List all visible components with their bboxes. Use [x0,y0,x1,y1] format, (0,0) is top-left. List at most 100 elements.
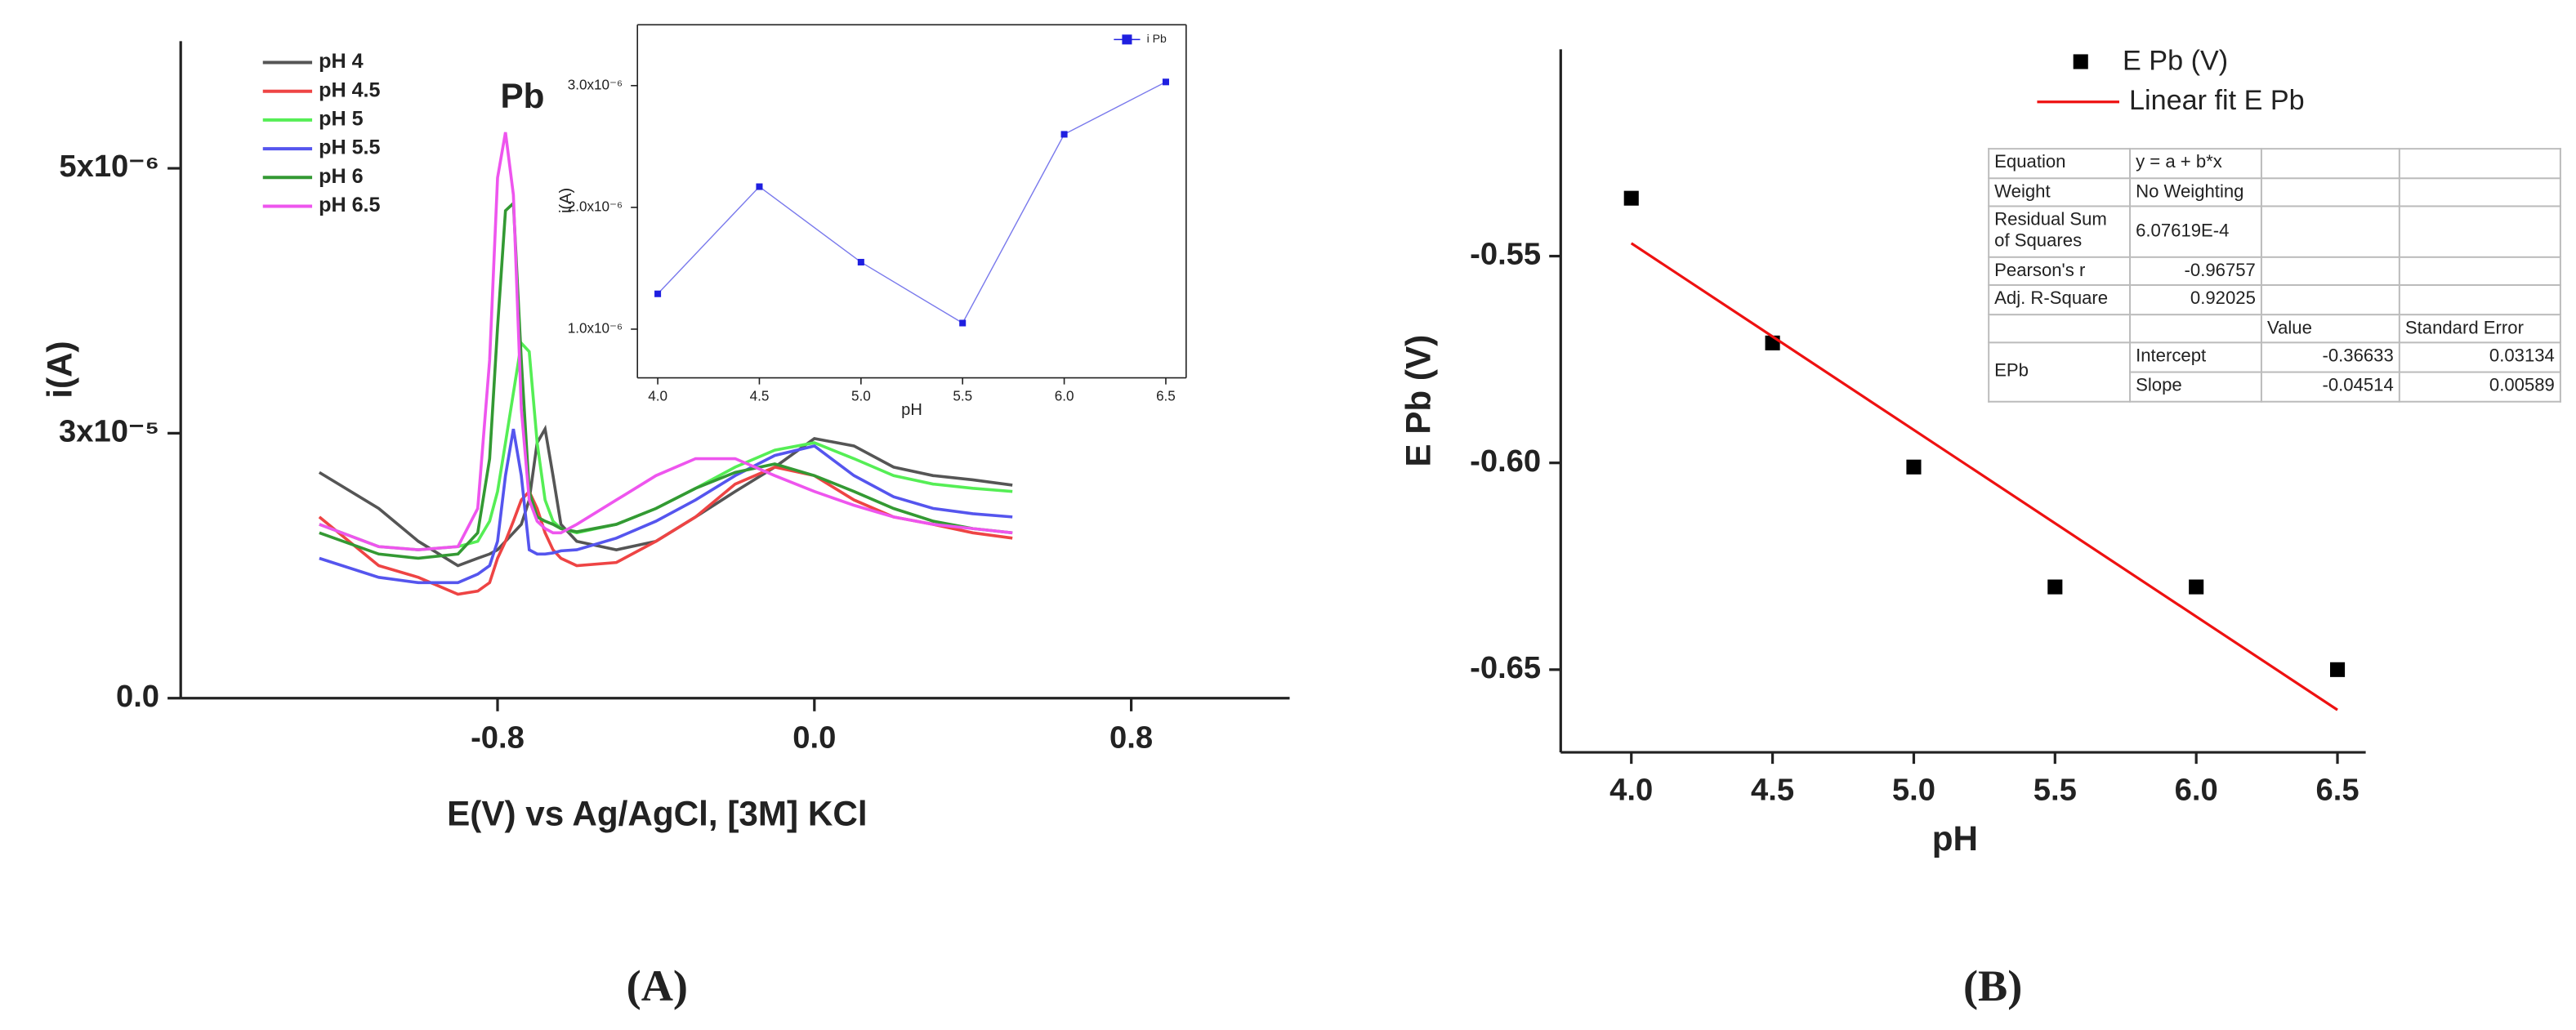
cell [2398,176,2561,208]
cell [1988,313,2132,345]
cell [2260,176,2400,208]
cell [2260,206,2400,257]
legend-marker [2073,54,2088,69]
x-tick-label: 0.8 [1109,720,1153,755]
y-tick-label: 5x10⁻⁶ [59,149,159,184]
series-line [319,132,1013,551]
legend-label: E Pb (V) [2123,46,2228,77]
series-line [318,465,1013,596]
table-row: Equation y = a + b*x [1988,148,2561,179]
x-tick-label: 0.0 [792,720,836,755]
param-value: -0.36633 [2260,342,2400,373]
y-tick-label: -0.55 [1470,237,1541,272]
cell [2260,284,2400,315]
row-label: Residual Sum of Squares [1988,206,2132,257]
series-line [318,424,1013,568]
y-axis-label: i(A) [41,341,79,398]
row-value: -0.96757 [2129,255,2262,287]
point [1162,78,1169,86]
row-value: 0.92025 [2129,284,2262,315]
param-value: -0.04514 [2260,371,2400,403]
legend-label: pH 5 [319,108,363,131]
x-axis-label: pH [1932,819,1978,858]
x-tick-label: 4.0 [648,389,667,404]
param-error: 0.00589 [2398,371,2561,403]
legend-marker [1122,34,1132,45]
param-row: EPb Intercept -0.36633 0.03134 [1988,342,2561,403]
fit-line [1630,242,2338,711]
series-line [319,428,1013,585]
param-name: Slope [2129,371,2262,403]
cell [2398,148,2561,179]
panel-label: (A) [627,961,688,1010]
cell [2260,148,2400,179]
point [1906,459,1922,475]
table-row: Pearson's r -0.96757 [1988,255,2561,287]
table: Equation y = a + b*x Weight No Weighting Res… [1988,148,2561,403]
column-header: Value [2260,313,2400,345]
x-tick-label: 5.0 [851,389,871,404]
legend-label: pH 5.5 [319,136,380,159]
point [654,290,662,297]
legend-label: pH 6.5 [319,194,380,216]
param-name: Intercept [2129,342,2262,373]
chart: 4.0 4.5 5.0 5.5 6.0 6.5 -0.55 -0.60 -0.65 pH E Pb … [1400,46,2573,1010]
x-tick-label: 6.0 [2175,773,2218,808]
chart: 4.0 4.5 5.0 5.5 6.0 6.5 1.0x10⁻⁶ 2.0x10⁻⁶ 3.0x10… [557,24,1187,419]
row-label: Equation [1988,148,2132,179]
panel-label: (B) [1963,961,2022,1010]
x-tick-label: 5.0 [1892,773,1935,808]
annotation: Pb [500,77,544,115]
table-row: Weight No Weighting [1988,176,2561,208]
point [857,258,864,265]
point [2329,662,2346,677]
cell [2398,206,2561,257]
group-label: EPb [1988,342,2132,403]
row-value: y = a + b*x [2129,148,2262,179]
legend-label: Linear fit E Pb [2129,85,2305,116]
point [1060,131,1068,138]
y-tick-label: -0.65 [1470,650,1541,685]
cell [2260,255,2400,287]
param-row: Slope -0.04514 0.00589 [1989,371,2561,403]
header-row: Value Standard Error [1988,313,2561,345]
point [1623,190,1639,206]
x-tick-label: 5.5 [2034,773,2077,808]
y-axis-label: i(A) [557,188,575,213]
x-tick-label: 4.0 [1609,773,1653,808]
y-tick-label: -0.60 [1470,444,1541,479]
x-tick-label: 4.5 [750,389,770,404]
cell [2129,313,2262,345]
x-tick-label: 6.0 [1055,389,1074,404]
x-tick-label: 6.5 [1156,389,1176,404]
y-axis-label: E Pb (V) [1400,335,1438,467]
legend-label: pH 6 [319,165,363,188]
point [2047,579,2063,595]
point [959,319,967,327]
y-tick-label: 3.0x10⁻⁶ [568,77,623,92]
table-row: Adj. R-Square 0.92025 [1988,284,2561,315]
row-value: 6.07619E-4 [2129,206,2262,257]
point [756,183,763,190]
x-tick-label: 5.5 [953,389,972,404]
column-header: Standard Error [2398,313,2561,345]
legend-label: pH 4 [319,50,363,73]
row-value: No Weighting [2129,176,2262,208]
row-label: Weight [1988,176,2132,208]
x-tick-label: 6.5 [2315,773,2359,808]
y-tick-label: 0.0 [116,679,159,714]
x-axis-label: E(V) vs Ag/AgCl, [3M] KCl [447,795,867,833]
legend-label: pH 4.5 [319,78,380,101]
y-tick-label: 2.0x10⁻⁶ [568,198,623,214]
y-tick-label: 1.0x10⁻⁶ [568,320,623,336]
fit-table: Equation y = a + b*x Weight No Weighting Res… [1988,148,2573,403]
series-line [657,81,1167,324]
cell [2398,284,2561,315]
x-tick-label: -0.8 [471,720,525,755]
legend-label: i Pb [1147,32,1167,45]
row-label: Adj. R-Square [1988,284,2132,315]
x-axis-label: pH [901,401,922,419]
